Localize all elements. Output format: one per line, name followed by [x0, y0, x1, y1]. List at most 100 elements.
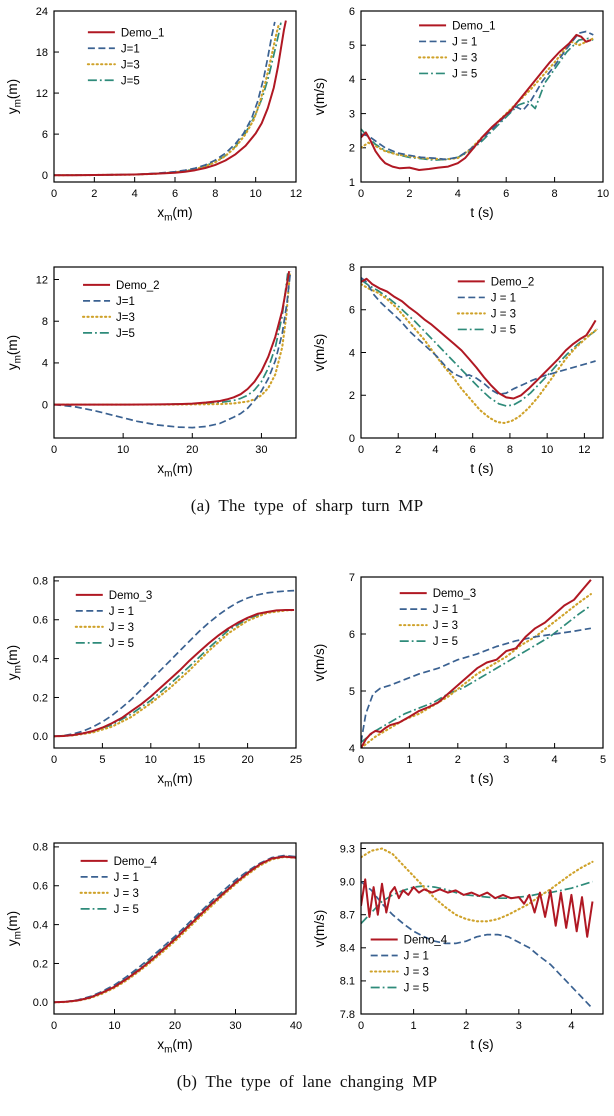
- svg-text:0.6: 0.6: [32, 881, 47, 893]
- svg-text:9.0: 9.0: [339, 876, 354, 888]
- svg-text:0: 0: [357, 188, 363, 200]
- svg-text:0.6: 0.6: [32, 615, 47, 627]
- svg-text:0.0: 0.0: [32, 731, 47, 743]
- svg-text:xm(m): xm(m): [157, 461, 192, 480]
- svg-text:J = 3: J = 3: [403, 967, 428, 979]
- chart-demo2-velocity: 0 2 4 6 8 10 12 0 2 4 6 8 t (s) v(m/s) Demo_2 J = 1 J = …: [311, 258, 611, 480]
- svg-text:0: 0: [50, 444, 56, 456]
- svg-text:v(m/s): v(m/s): [312, 78, 327, 116]
- svg-text:J=5: J=5: [116, 328, 135, 340]
- svg-text:Demo_4: Demo_4: [113, 856, 157, 868]
- svg-text:7: 7: [348, 572, 354, 584]
- svg-text:4: 4: [348, 743, 354, 755]
- svg-text:Demo_1: Demo_1: [452, 20, 495, 32]
- svg-text:5: 5: [348, 686, 354, 698]
- svg-text:0.8: 0.8: [32, 842, 47, 854]
- svg-text:2: 2: [454, 754, 460, 766]
- svg-text:6: 6: [348, 305, 354, 317]
- svg-text:12: 12: [289, 188, 301, 200]
- svg-text:Demo_3: Demo_3: [108, 590, 151, 602]
- svg-text:Demo_4: Demo_4: [403, 935, 447, 947]
- svg-text:J=1: J=1: [120, 43, 139, 55]
- svg-text:J=3: J=3: [116, 312, 135, 324]
- svg-text:6: 6: [348, 629, 354, 641]
- svg-text:J = 1: J = 1: [403, 951, 428, 963]
- svg-text:2: 2: [91, 188, 97, 200]
- svg-text:ym(m): ym(m): [5, 79, 24, 114]
- svg-text:0.0: 0.0: [32, 997, 47, 1009]
- svg-text:J = 3: J = 3: [452, 52, 477, 64]
- chart-demo3-trajectory: 0 5 10 15 20 25 0.0 0.2 0.4 0.6 0.8 xm(m) ym(m) Demo_…: [4, 568, 304, 790]
- svg-text:J = 3: J = 3: [113, 888, 138, 900]
- svg-text:J = 5: J = 5: [490, 324, 515, 336]
- svg-text:2: 2: [463, 1020, 469, 1032]
- svg-text:24: 24: [35, 6, 47, 18]
- svg-text:J = 5: J = 5: [452, 68, 477, 80]
- svg-text:v(m/s): v(m/s): [312, 910, 327, 948]
- svg-text:Demo_1: Demo_1: [120, 27, 163, 39]
- svg-text:3: 3: [515, 1020, 521, 1032]
- svg-text:4: 4: [348, 347, 354, 359]
- svg-text:0: 0: [357, 444, 363, 456]
- svg-text:J = 1: J = 1: [113, 872, 138, 884]
- svg-text:8: 8: [506, 444, 512, 456]
- svg-text:8: 8: [212, 188, 218, 200]
- svg-text:t (s): t (s): [470, 205, 493, 220]
- svg-text:4: 4: [41, 358, 47, 370]
- svg-text:40: 40: [289, 1020, 301, 1032]
- chart-demo4-velocity: 0 1 2 3 4 7.8 8.1 8.4 8.7 9.0 9.3 t (s) v(m/s) Demo_4…: [311, 834, 611, 1056]
- svg-text:6: 6: [348, 6, 354, 18]
- figure-group-sharp-turn: 0 2 4 6 8 10 12 0 6 12 18 24 xm(m) ym(m) Demo_1 J=1 J=3 J…: [0, 2, 614, 516]
- svg-text:0: 0: [41, 170, 47, 182]
- svg-text:20: 20: [186, 444, 198, 456]
- svg-text:9.3: 9.3: [339, 843, 354, 855]
- svg-text:J = 1: J = 1: [432, 604, 457, 616]
- svg-text:J = 5: J = 5: [108, 638, 133, 650]
- chart-grid-a: 0 2 4 6 8 10 12 0 6 12 18 24 xm(m) ym(m) Demo_1 J=1 J=3 J…: [0, 2, 614, 480]
- svg-text:12: 12: [578, 444, 590, 456]
- chart-demo1-trajectory: 0 2 4 6 8 10 12 0 6 12 18 24 xm(m) ym(m) Demo_1 J=1 J=3 J…: [4, 2, 304, 224]
- svg-text:2: 2: [395, 444, 401, 456]
- svg-text:18: 18: [35, 47, 47, 59]
- svg-text:J=5: J=5: [120, 75, 139, 87]
- svg-text:ym(m): ym(m): [5, 911, 24, 946]
- svg-text:J = 3: J = 3: [432, 620, 457, 632]
- svg-text:J = 3: J = 3: [108, 622, 133, 634]
- svg-text:0: 0: [348, 433, 354, 445]
- svg-text:2: 2: [406, 188, 412, 200]
- svg-text:7.8: 7.8: [339, 1009, 354, 1021]
- svg-text:1: 1: [406, 754, 412, 766]
- svg-text:30: 30: [255, 444, 267, 456]
- svg-text:J = 1: J = 1: [490, 292, 515, 304]
- svg-text:6: 6: [171, 188, 177, 200]
- svg-text:J = 1: J = 1: [452, 36, 477, 48]
- svg-text:ym(m): ym(m): [5, 335, 24, 370]
- svg-text:6: 6: [469, 444, 475, 456]
- svg-text:0: 0: [50, 188, 56, 200]
- svg-text:8: 8: [348, 262, 354, 274]
- svg-text:Demo_2: Demo_2: [116, 280, 159, 292]
- svg-text:8.4: 8.4: [339, 943, 354, 955]
- svg-text:8: 8: [41, 316, 47, 328]
- svg-text:0: 0: [50, 1020, 56, 1032]
- svg-text:20: 20: [241, 754, 253, 766]
- svg-text:6: 6: [503, 188, 509, 200]
- svg-text:t (s): t (s): [470, 461, 493, 476]
- svg-text:8: 8: [551, 188, 557, 200]
- svg-text:0: 0: [357, 1020, 363, 1032]
- svg-text:1: 1: [410, 1020, 416, 1032]
- svg-text:4: 4: [568, 1020, 574, 1032]
- svg-text:0.4: 0.4: [32, 919, 47, 931]
- svg-text:5: 5: [99, 754, 105, 766]
- chart-demo3-velocity: 0 1 2 3 4 5 4 5 6 7 t (s) v(m/s) Demo_3 J = 1 J = 3 J =…: [311, 568, 611, 790]
- svg-text:0.4: 0.4: [32, 653, 47, 665]
- svg-text:4: 4: [131, 188, 137, 200]
- svg-text:Demo_2: Demo_2: [490, 276, 533, 288]
- svg-text:4: 4: [348, 74, 354, 86]
- svg-text:0: 0: [357, 754, 363, 766]
- svg-text:4: 4: [454, 188, 460, 200]
- svg-text:xm(m): xm(m): [157, 205, 192, 224]
- svg-text:12: 12: [35, 88, 47, 100]
- svg-text:t (s): t (s): [470, 1037, 493, 1052]
- svg-text:8.1: 8.1: [339, 976, 354, 988]
